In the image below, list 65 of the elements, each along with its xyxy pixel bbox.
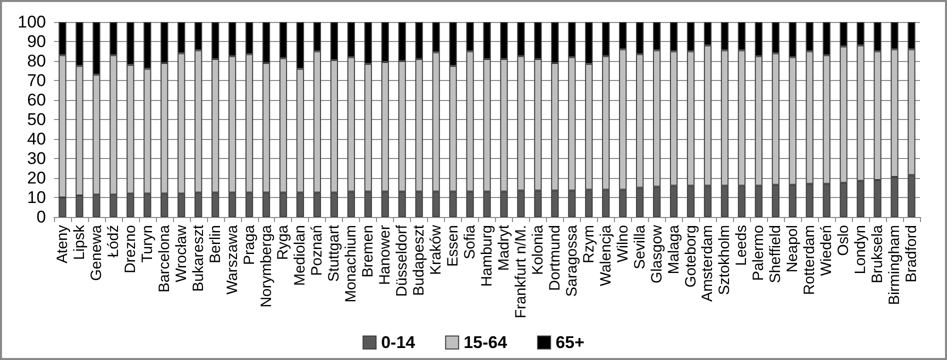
x-tick-label: Londyn — [852, 225, 870, 274]
x-tick-label: Norymberga — [258, 224, 275, 308]
y-tick-label: 100 — [18, 12, 46, 32]
x-tick-label: Birmingham — [886, 225, 904, 306]
legend-label: 0-14 — [381, 333, 416, 352]
y-tick-label: 30 — [27, 149, 46, 168]
x-tick-label: Bradford — [903, 225, 920, 283]
y-tick-label: 20 — [27, 168, 46, 188]
y-tick-label: 50 — [27, 110, 46, 129]
x-tick-label: Drezno — [122, 225, 139, 274]
x-tick-label: Essen — [444, 225, 462, 267]
x-tick-label: Mediolan — [292, 225, 309, 286]
x-tick-label: Sztokholm — [716, 225, 734, 296]
x-tick-label: Leeds — [733, 225, 750, 266]
x-tick-label: Frankfurt n/M. — [512, 225, 530, 318]
x-tick-label: Walencja — [597, 224, 614, 286]
x-tick-label: Sevilla — [631, 224, 648, 270]
x-tick-label: Dortmund — [546, 225, 564, 291]
x-tick-label: Genewa — [88, 224, 105, 281]
x-tick-label: Praga — [240, 224, 258, 266]
legend-label: 15-64 — [464, 333, 508, 352]
x-tick-label: Düsseldorf — [394, 224, 411, 297]
x-tick-label: Warszawa — [224, 224, 241, 294]
y-tick-label: 10 — [27, 188, 46, 207]
x-tick-label: Wilno — [614, 225, 632, 263]
x-tick-label: Palermo — [750, 225, 768, 281]
x-tick-label: Rzym — [580, 225, 598, 264]
y-tick-label: 40 — [27, 130, 46, 148]
x-tick-label: Lipsk — [70, 224, 88, 260]
x-tick-label: Berlin — [206, 225, 224, 264]
x-tick-label: Stuttgart — [326, 224, 343, 282]
legend-label: 65+ — [556, 333, 584, 352]
x-tick-label: Monachium — [342, 225, 360, 303]
x-tick-label: Malaga — [665, 224, 682, 274]
x-tick-label: Goteborg — [682, 225, 700, 288]
x-tick-label: Sheffield — [767, 225, 784, 284]
x-tick-label: Saragossa — [563, 224, 580, 297]
x-tick-label: Budapeszt — [410, 224, 428, 296]
y-tick-label: 60 — [27, 90, 46, 110]
x-tick-label: Poznań — [308, 225, 326, 276]
x-tick-label: Kraków — [428, 224, 445, 276]
x-tick-label: Turyn — [138, 225, 156, 263]
x-tick-label: Oslo — [835, 225, 852, 256]
x-tick-label: Bruksela — [869, 224, 886, 284]
x-tick-label: Hanower — [376, 224, 394, 286]
x-tick-label: Rotterdam — [801, 225, 818, 296]
x-tick-label: Bukareszt — [190, 224, 207, 292]
x-tick-label: Ryga — [274, 224, 292, 260]
x-tick-label: Łódź — [104, 225, 122, 258]
x-tick-label: Madryt — [495, 224, 512, 271]
x-tick-label: Wrocław — [172, 224, 190, 282]
x-tick-label: Bremen — [360, 225, 377, 278]
y-tick-label: 70 — [27, 71, 46, 90]
x-tick-label: Glasgow — [648, 224, 666, 284]
x-tick-label: Ateny — [54, 224, 71, 264]
x-tick-label: Amsterdam — [699, 225, 716, 302]
y-tick-label: 80 — [27, 52, 46, 70]
y-tick-label: 0 — [36, 208, 46, 226]
x-tick-label: Wiedeń — [818, 225, 836, 276]
x-tick-label: Barcelona — [156, 224, 173, 293]
y-tick-label: 90 — [27, 32, 46, 51]
x-tick-label: Kolonia — [529, 224, 546, 276]
x-tick-label: Sofia — [462, 224, 479, 260]
x-tick-label: Hamburg — [478, 225, 496, 287]
x-tick-label: Neapol — [784, 225, 802, 273]
